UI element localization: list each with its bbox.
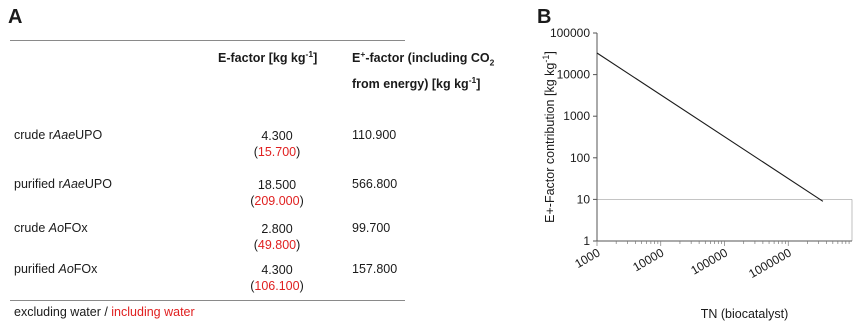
table-footnote: excluding water / including water: [14, 305, 195, 319]
efactor-header: E-factor [kg kg-1]: [218, 49, 318, 66]
y-tick-label: 100: [570, 151, 590, 165]
tn-efactor-chart: 1 10 100 1000 10000 100000 1000 10000 100000 1000…: [541, 26, 853, 321]
x-tick-label: 1000: [572, 245, 602, 271]
table-row-label: purified rAaeUPO: [14, 177, 112, 191]
x-tick-label: 10000: [630, 245, 666, 274]
eplus-factor-cell: 566.800: [352, 177, 398, 191]
y-tick-label: 10: [577, 192, 591, 206]
y-tick-label: 10000: [557, 68, 591, 82]
panel-a-label: A: [8, 6, 23, 28]
eplus-factor-header: E+-factor (including CO2 from energy) [kg…: [352, 49, 495, 91]
x-tick-label: 1000000: [746, 245, 794, 281]
eplus-factor-cell: 110.900: [352, 128, 397, 142]
eplus-factor-cell: 157.800: [352, 262, 398, 276]
table-row-label: purified AoFOx: [14, 262, 98, 276]
table-row-label: crude rAaeUPO: [14, 128, 103, 142]
table-row-label: crude AoFOx: [14, 221, 88, 235]
panel-b-label: B: [537, 6, 552, 28]
efactor-cell: 4.300 (15.700): [253, 129, 301, 159]
x-tick-label: 100000: [688, 245, 730, 277]
y-tick-label: 1: [583, 234, 590, 248]
y-axis-label: E+-Factor contribution [kg kg-1]: [541, 51, 557, 223]
y-tick-label: 1000: [563, 109, 590, 123]
x-axis-label: TN (biocatalyst): [701, 307, 789, 321]
efactor-cell: 2.800 (49.800): [253, 222, 301, 252]
table-bottom-rule: [10, 300, 405, 301]
efactor-cell: 4.300 (106.100): [250, 263, 304, 293]
eplus-factor-cell: 99.700: [352, 221, 391, 235]
y-tick-label: 100000: [550, 26, 590, 40]
series-line: [596, 52, 824, 202]
efactor-cell: 18.500 (209.000): [250, 178, 304, 208]
table-top-rule: [10, 40, 405, 41]
